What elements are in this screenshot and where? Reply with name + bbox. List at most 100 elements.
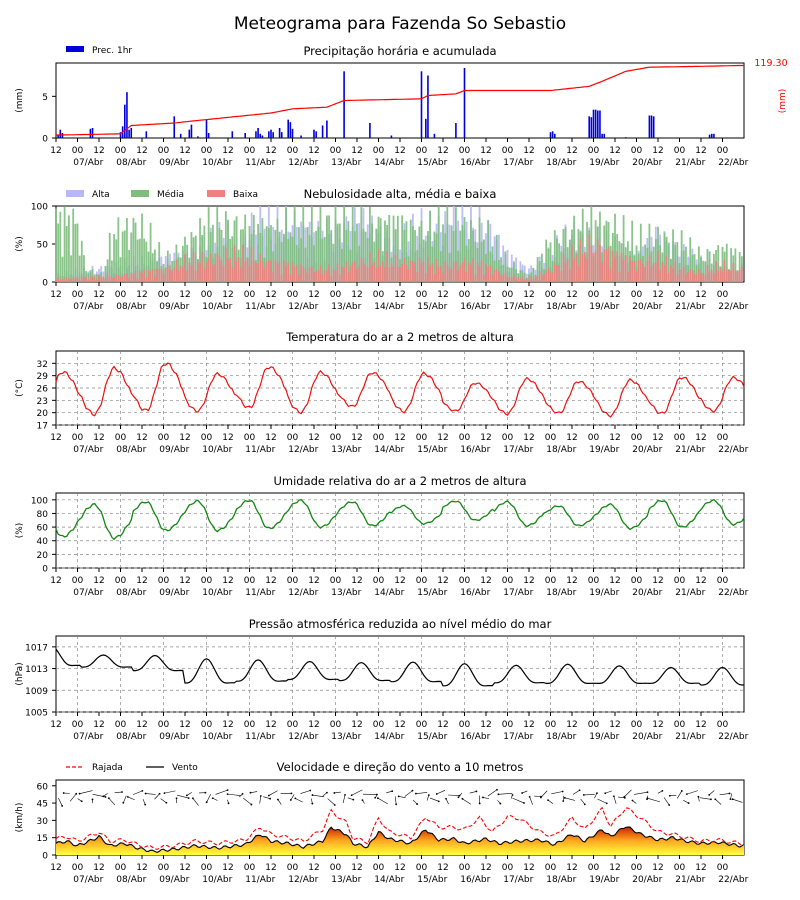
cloud-bar-baixa	[201, 252, 204, 282]
y-axis-label: (km/h)	[15, 803, 25, 833]
cloud-bar-baixa	[192, 252, 195, 282]
wind-arrow-head	[496, 788, 498, 791]
x-date-label: 22/Abr	[718, 732, 748, 742]
cloud-bar-media	[536, 256, 539, 282]
cloud-bar-media	[345, 229, 348, 282]
wind-direction-arrow	[462, 798, 472, 805]
cloud-bar-media	[433, 231, 436, 282]
cloud-bar-media	[276, 218, 279, 282]
x-tick-label: 00	[244, 290, 256, 300]
rain-bar	[197, 136, 199, 138]
x-date-label: 14/Abr	[374, 588, 404, 598]
wind-arrow-head	[61, 805, 64, 807]
wind-direction-arrow	[597, 798, 607, 804]
rain-bar	[57, 135, 59, 138]
rain-bar	[268, 131, 270, 138]
cloud-bar-media	[412, 226, 414, 282]
x-date-label: 09/Abr	[159, 158, 189, 168]
cloud-bar-media	[541, 253, 543, 282]
cloud-bar-baixa	[392, 266, 395, 282]
wind-direction-arrow	[699, 797, 711, 800]
x-tick-label: 12	[308, 146, 319, 156]
wind-direction-arrow	[154, 793, 160, 800]
wind-direction-arrow	[243, 797, 252, 805]
cloud-bar-media	[551, 260, 554, 282]
x-tick-label: 12	[523, 863, 534, 873]
wind-arrow-head	[269, 797, 272, 800]
cloud-bar-media	[220, 229, 223, 282]
cloud-bar-media	[351, 206, 354, 282]
wind-direction-arrow	[618, 796, 625, 799]
cloud-bar-baixa	[80, 276, 83, 282]
cloud-bar-media	[227, 220, 229, 282]
cloud-bar-baixa	[401, 264, 404, 282]
cloud-bar-baixa	[478, 266, 481, 282]
x-tick-label: 12	[93, 433, 104, 443]
x-date-label: 13/Abr	[331, 588, 361, 598]
cloud-bar-baixa	[620, 253, 623, 282]
cloud-bar-media	[424, 241, 427, 282]
wind-direction-arrow	[290, 794, 295, 801]
cloud-bar-baixa	[209, 253, 212, 282]
cloud-bar-baixa	[128, 277, 130, 282]
x-tick-label: 12	[609, 576, 620, 586]
cloud-bar-media	[224, 211, 227, 282]
wind-direction-arrow	[551, 791, 563, 795]
wind-arrow-head	[121, 791, 123, 793]
x-tick-label: 00	[674, 433, 686, 443]
cloud-bar-baixa	[717, 271, 720, 282]
rain-bar	[592, 109, 595, 138]
cloud-bar-baixa	[386, 250, 388, 282]
wind-arrow-head	[497, 793, 500, 796]
x-tick-label: 00	[201, 146, 213, 156]
cloud-bar-baixa	[448, 267, 451, 282]
cloud-bar-media	[115, 239, 118, 282]
rain-bar	[59, 129, 62, 138]
x-tick-label: 00	[373, 433, 385, 443]
cloud-bar-baixa	[586, 258, 588, 282]
cloud-bar-baixa	[220, 260, 223, 282]
y-tick-label: 80	[37, 510, 49, 520]
wind-arrow-head	[175, 797, 178, 800]
cloud-bar-media	[265, 226, 268, 282]
x-tick-label: 12	[566, 290, 577, 300]
wind-direction-arrow	[347, 797, 354, 800]
cloud-bar-baixa	[356, 268, 358, 282]
x-date-label: 14/Abr	[374, 302, 404, 312]
wind-direction-arrow	[540, 790, 548, 798]
x-tick-label: 12	[136, 146, 147, 156]
wind-arrow-head	[596, 792, 598, 795]
wind-arrow-head	[144, 792, 147, 795]
cloud-bar-baixa	[663, 265, 666, 282]
x-tick-label: 00	[287, 863, 299, 873]
cloud-bar-baixa	[235, 261, 238, 282]
cloud-bar-baixa	[233, 245, 236, 282]
cloud-bar-baixa	[704, 275, 707, 282]
x-tick-label: 12	[480, 576, 491, 586]
rain-bar	[549, 132, 552, 138]
cloud-bar-baixa	[568, 269, 571, 282]
cloud-bar-baixa	[298, 274, 300, 282]
cloud-bar-baixa	[394, 254, 397, 282]
y-axis-label: (°C)	[15, 379, 25, 397]
cloud-bar-media	[409, 219, 412, 282]
x-date-label: 12/Abr	[288, 302, 318, 312]
cloud-bar-media	[356, 223, 358, 282]
wind-arrow-head	[427, 794, 430, 797]
x-tick-label: 12	[308, 433, 319, 443]
cloud-bar-media	[285, 207, 287, 282]
cloud-bar-baixa	[661, 262, 664, 282]
cloud-bar-media	[635, 245, 638, 282]
wind-arrow-head	[714, 798, 717, 801]
cloud-bar-media	[401, 215, 404, 282]
x-tick-label: 00	[545, 576, 557, 586]
cloud-bar-media	[713, 254, 715, 282]
x-tick-label: 00	[373, 576, 385, 586]
y-tick-label: 0	[42, 135, 48, 145]
x-tick-label: 00	[717, 433, 729, 443]
y-axis-label: (hPa)	[15, 662, 25, 685]
cloud-bar-baixa	[147, 269, 150, 282]
cloud-bar-baixa	[648, 254, 651, 282]
cloud-bar-media	[267, 228, 270, 282]
wind-arrow-head	[680, 790, 683, 792]
